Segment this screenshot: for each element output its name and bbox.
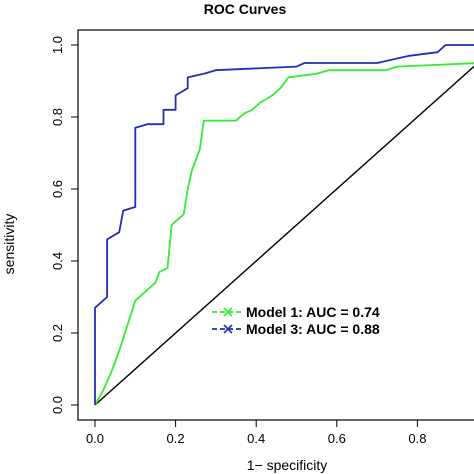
series-layer [94, 44, 474, 406]
y-tick-label: 0.2 [50, 324, 65, 342]
x-tick-label: 0.2 [167, 431, 185, 446]
y-tick-label: 1.0 [50, 36, 65, 54]
y-tick-label: 0.4 [50, 252, 65, 270]
x-tick-label: 0.8 [408, 431, 426, 446]
series-line-model-1 [94, 62, 474, 406]
legend-label: Model 3: AUC = 0.88 [246, 321, 380, 337]
x-tick-label: 0.4 [247, 431, 265, 446]
x-axis: 0.0 0.2 0.4 0.6 0.8 [86, 420, 426, 446]
chart-title: ROC Curves [204, 1, 287, 17]
series-line-model-3 [94, 44, 474, 405]
y-axis: 0.0 0.2 0.4 0.6 0.8 1.0 [50, 36, 78, 414]
legend-cross-marker [223, 307, 233, 317]
x-axis-label: 1− specificity [247, 457, 328, 473]
y-axis-label: sensitivity [1, 214, 17, 275]
y-tick-label: 0.6 [50, 180, 65, 198]
legend-cross-marker [223, 324, 233, 334]
y-tick-label: 0.0 [50, 396, 65, 414]
x-tick-label: 0.6 [328, 431, 346, 446]
y-tick-label: 0.8 [50, 108, 65, 126]
diagonal-reference-line [94, 65, 474, 406]
diagonal-reference [94, 65, 474, 406]
x-tick-label: 0.0 [86, 431, 104, 446]
plot-border [77, 29, 474, 421]
plot-frame [77, 29, 474, 421]
legend-label: Model 1: AUC = 0.74 [246, 304, 380, 320]
